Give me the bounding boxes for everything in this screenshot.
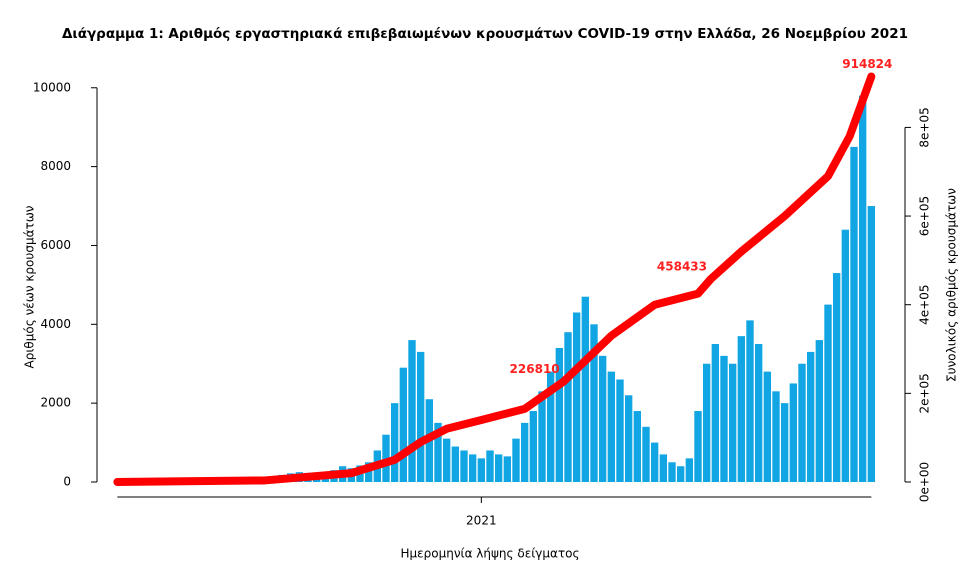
bar <box>546 371 555 482</box>
y-tick-label: 8000 <box>40 159 71 173</box>
bar <box>607 371 616 482</box>
bar <box>486 450 494 482</box>
y2-tick-label: 8e+05 <box>918 107 932 147</box>
bar <box>754 344 763 482</box>
bar <box>746 320 754 482</box>
bar <box>806 351 815 482</box>
y-tick-label: 0 <box>63 475 71 489</box>
bar <box>460 450 468 482</box>
y2-tick-label: 6e+05 <box>918 196 932 236</box>
annotation: 226810 <box>510 362 560 376</box>
bar <box>434 422 442 482</box>
y-tick-label: 2000 <box>40 396 71 410</box>
bar <box>694 411 702 482</box>
bar <box>702 363 711 482</box>
y2-tick-label: 4e+05 <box>918 285 932 325</box>
bar <box>676 466 685 482</box>
bar <box>763 371 772 482</box>
cumulative-line <box>113 72 876 486</box>
bar <box>564 332 572 482</box>
x-axis-label: Ημερομηνία λήψης δείγματος <box>400 547 579 561</box>
chart-title: Διάγραμμα 1: Αριθμός εργαστηριακά επιβεβ… <box>62 26 908 42</box>
bar <box>416 351 425 482</box>
bar <box>841 229 850 482</box>
bar <box>780 403 789 482</box>
bar <box>468 454 477 482</box>
bar <box>364 462 373 482</box>
y-axis-label: Αριθμός νέων κρουσμάτων <box>23 205 37 368</box>
y2-tick-label: 0e+00 <box>918 462 932 502</box>
bar <box>815 340 824 482</box>
bar <box>789 383 798 482</box>
bar <box>832 273 841 482</box>
y-tick-label: 10000 <box>33 80 71 94</box>
y-tick-label: 6000 <box>40 238 71 252</box>
bar <box>824 304 832 482</box>
annotation: 458433 <box>657 259 707 273</box>
bar <box>451 446 460 482</box>
bar <box>798 363 806 482</box>
bar <box>538 391 546 482</box>
annotation: 914824 <box>842 57 892 71</box>
x-tick-label: 2021 <box>466 514 497 528</box>
bar <box>399 367 408 482</box>
bar <box>633 411 642 482</box>
bar <box>494 454 503 482</box>
bar <box>590 324 598 482</box>
bar <box>555 347 564 482</box>
bar <box>503 456 512 482</box>
bar <box>867 206 876 483</box>
bar <box>711 344 720 482</box>
bar <box>390 403 399 482</box>
bar <box>572 312 581 482</box>
bar <box>512 438 520 482</box>
bar <box>685 458 694 482</box>
bar <box>624 395 633 482</box>
bar <box>858 95 867 483</box>
bar <box>659 454 668 482</box>
bar <box>529 411 538 482</box>
y2-axis-label: Συνολικός αριθμός κρουσμάτων <box>945 188 959 382</box>
bar <box>408 340 416 482</box>
bar <box>850 146 858 482</box>
bar <box>728 363 737 482</box>
bar <box>737 336 746 482</box>
bar <box>650 442 659 482</box>
bar <box>642 426 650 482</box>
bar <box>520 422 529 482</box>
bar <box>477 458 486 482</box>
bar <box>720 355 728 482</box>
bar <box>616 379 624 482</box>
bar <box>442 438 451 482</box>
bar <box>668 462 676 482</box>
bar <box>598 355 607 482</box>
bar <box>581 296 590 482</box>
y-tick-label: 4000 <box>40 317 71 331</box>
bar <box>772 391 780 482</box>
y2-tick-label: 2e+05 <box>918 373 932 413</box>
